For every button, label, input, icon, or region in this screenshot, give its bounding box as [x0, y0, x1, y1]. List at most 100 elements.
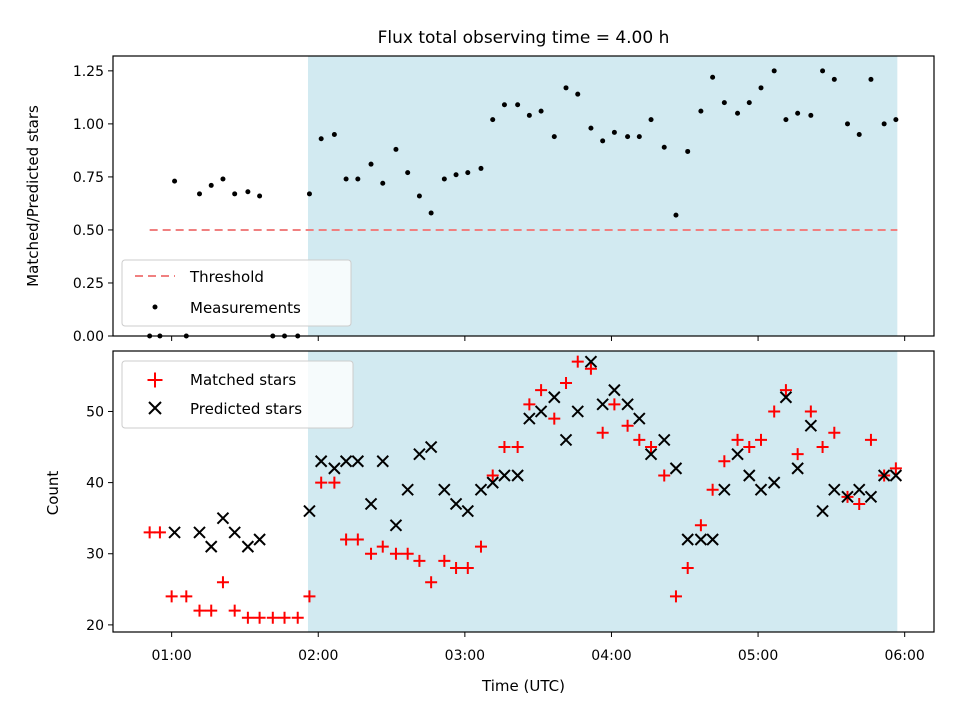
measurement-point — [563, 85, 569, 91]
legend-predicted-label: Predicted stars — [190, 400, 302, 418]
measurement-point — [405, 170, 411, 176]
x-tick-label: 04:00 — [591, 648, 631, 664]
predicted-star-point — [877, 469, 891, 482]
matched-star-point — [669, 590, 682, 603]
measurement-point — [220, 176, 226, 182]
predicted-star-point — [681, 533, 694, 546]
chart-title: Flux total observing time = 4.00 h — [378, 28, 670, 48]
measurement-point — [588, 125, 594, 131]
matched-star-point — [278, 611, 291, 624]
measurement-point — [453, 172, 459, 178]
matched-star-point — [584, 362, 597, 375]
matched-star-point — [193, 604, 206, 617]
measurement-point — [721, 100, 727, 106]
measurement-point — [172, 178, 178, 184]
predicted-star-point — [193, 526, 206, 539]
measurement-point — [648, 117, 654, 123]
predicted-star-point — [413, 447, 426, 461]
measurement-point — [735, 110, 741, 116]
matched-star-point — [498, 441, 511, 454]
top-legend-box — [121, 259, 352, 327]
predicted-star-point — [743, 469, 756, 482]
legend-predicted-swatch — [148, 401, 162, 415]
measurement-point — [710, 74, 716, 80]
predicted-star-point — [706, 533, 719, 546]
predicted-star-point — [498, 469, 511, 482]
measurement-point — [636, 134, 642, 140]
matched-star-point — [755, 433, 768, 446]
predicted-star-point — [633, 412, 646, 425]
matched-star-point — [253, 611, 266, 624]
predicted-star-point — [534, 405, 548, 418]
predicted-star-point — [228, 526, 241, 539]
matched-star-point — [266, 611, 279, 624]
predicted-star-point — [816, 504, 829, 518]
predicted-star-point — [364, 497, 378, 511]
legend-measurements-label: Measurements — [190, 299, 301, 317]
top-x-ticks — [171, 336, 906, 341]
legend-measurements-swatch — [152, 304, 158, 310]
predicted-star-point — [828, 483, 841, 496]
top-y-axis-label: Matched/Predicted stars — [24, 105, 42, 287]
matched-star-point — [425, 576, 438, 589]
y-tick-label: 0.75 — [73, 170, 104, 186]
bottom-observing-window — [307, 351, 898, 632]
matched-star-point — [474, 540, 487, 553]
matched-star-point — [621, 419, 634, 432]
predicted-star-point — [205, 540, 218, 553]
measurement-point — [673, 212, 679, 218]
matched-star-point — [450, 561, 463, 574]
measurement-point — [526, 112, 532, 118]
measurement-point — [515, 102, 521, 108]
predicted-star-point — [548, 391, 561, 404]
predicted-star-point — [731, 447, 744, 461]
x-tick-label: 05:00 — [738, 648, 778, 664]
legend-threshold-label: Threshold — [189, 268, 264, 286]
predicted-star-point — [791, 462, 804, 475]
matched-star-point — [853, 497, 866, 510]
y-tick-label: 40 — [86, 476, 104, 492]
matched-star-point — [328, 476, 341, 489]
predicted-star-point — [438, 483, 451, 496]
predicted-star-point — [314, 455, 328, 468]
y-tick-label: 0.25 — [73, 276, 104, 292]
predicted-star-point — [511, 469, 524, 482]
y-tick-label: 20 — [86, 618, 104, 634]
measurement-point — [685, 148, 691, 154]
measurement-point — [795, 110, 801, 116]
measurement-point — [232, 191, 238, 197]
measurement-point — [881, 121, 887, 127]
measurement-point — [783, 117, 789, 123]
matched-star-point — [791, 448, 804, 461]
predicted-star-point — [559, 433, 573, 447]
matched-star-point — [779, 384, 792, 397]
predicted-star-point — [658, 433, 671, 447]
matched-star-point — [645, 441, 658, 454]
matched-star-point — [816, 441, 829, 454]
predicted-star-point — [339, 455, 353, 468]
measurement-point — [600, 138, 606, 144]
measurement-point — [306, 191, 312, 197]
predicted-star-point — [303, 504, 316, 518]
matched-star-point — [303, 590, 316, 603]
matched-star-point — [413, 554, 426, 567]
legend-matched-label: Matched stars — [190, 371, 296, 389]
measurement-point — [478, 165, 484, 171]
matched-star-points — [143, 355, 902, 624]
matched-star-point — [681, 561, 694, 574]
matched-star-point — [228, 604, 241, 617]
matched-star-point — [351, 533, 364, 546]
matched-star-point — [718, 455, 731, 468]
predicted-star-point — [694, 533, 708, 546]
matched-star-point — [389, 547, 402, 560]
predicted-star-point — [449, 497, 463, 511]
matched-star-point — [560, 377, 573, 390]
matched-star-point — [633, 433, 646, 446]
predicted-star-point — [461, 504, 474, 518]
matched-star-point — [864, 433, 877, 446]
y-tick-label: 50 — [86, 404, 104, 420]
matched-star-point — [486, 469, 499, 482]
predicted-star-point — [424, 440, 438, 454]
matched-star-point — [658, 469, 671, 482]
